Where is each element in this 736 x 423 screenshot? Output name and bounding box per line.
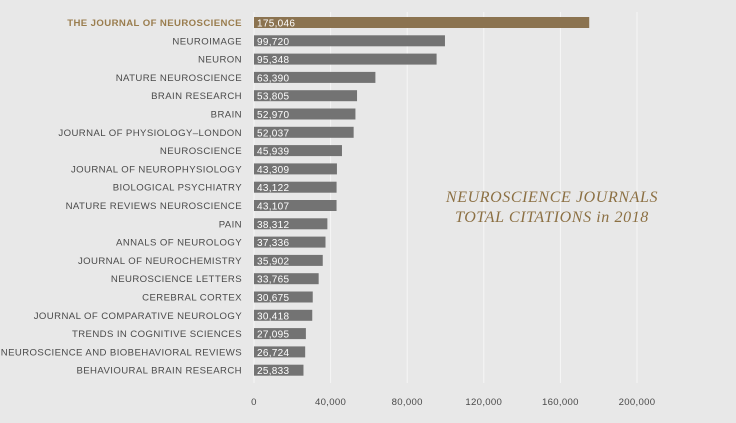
bar [254,17,590,28]
category-label: JOURNAL OF COMPARATIVE NEUROLOGY [34,311,242,322]
bar-value-label: 38,312 [257,220,290,231]
x-axis-tick-labels: 0 40,000 80,000 120,000 160,000 200,000 [251,397,655,408]
x-tick-label: 80,000 [392,397,423,408]
category-label: NEUROSCIENCE [160,146,242,157]
category-label: CEREBRAL CORTEX [142,293,242,304]
bar [254,328,306,340]
bar-value-label: 52,970 [257,110,290,121]
bar-value-label: 43,122 [257,183,290,194]
category-label: NEUROSCIENCE LETTERS [111,274,242,285]
category-label: BRAIN RESEARCH [151,91,242,102]
category-label: BRAIN [211,110,242,121]
bar [254,35,445,47]
bar [254,309,313,321]
bar-value-label: 30,675 [257,293,290,304]
chart-title-line-1: NEUROSCIENCE JOURNALS [445,189,658,206]
bar [254,291,313,303]
bar [254,346,306,358]
bar-value-label: 37,336 [257,238,290,249]
x-tick-label: 120,000 [465,397,502,408]
bar-value-label: 45,939 [257,147,290,158]
category-label: JOURNAL OF NEUROPHYSIOLOGY [71,164,242,175]
bar-value-label: 30,418 [257,311,290,322]
category-label: JOURNAL OF NEUROCHEMISTRY [78,256,242,267]
x-tick-label: 200,000 [619,397,656,408]
category-labels: THE JOURNAL OF NEUROSCIENCE NEUROIMAGE NEU… [1,18,242,377]
category-label: BIOLOGICAL PSYCHIATRY [113,183,242,194]
bar [254,218,328,230]
x-tick-label: 160,000 [542,397,579,408]
bar-value-label: 43,309 [257,165,290,176]
bar-value-label: 35,902 [257,256,290,267]
category-label: JOURNAL OF PHYSIOLOGY–LONDON [58,128,242,139]
bar [254,145,342,157]
bars [254,17,590,376]
category-label: NEUROSCIENCE AND BIOBEHAVIORAL REVIEWS [1,347,242,358]
bar-value-label: 26,724 [257,348,290,359]
category-label: NATURE REVIEWS NEUROSCIENCE [66,201,242,212]
category-label: NEURON [198,55,242,66]
bar [254,53,437,65]
x-tick-label: 0 [251,397,257,408]
bar-value-label: 27,095 [257,330,290,341]
category-label: ANNALS OF NEUROLOGY [116,238,242,249]
bar [254,254,323,266]
x-tick-label: 40,000 [315,397,346,408]
bar-value-label: 99,720 [257,37,290,48]
bar-value-label: 63,390 [257,73,290,84]
bar [254,108,356,120]
bar-value-label: 53,805 [257,92,290,103]
bar [254,181,337,193]
bar [254,200,337,211]
bar-value-label: 95,348 [257,55,290,66]
category-label: PAIN [219,219,242,230]
category-label: THE JOURNAL OF NEUROSCIENCE [67,18,242,29]
bar-value-label: 43,107 [257,202,290,213]
bar [254,364,304,376]
bar [254,90,358,102]
bar-value-label: 25,833 [257,366,290,377]
bar [254,126,354,138]
category-label: NATURE NEUROSCIENCE [116,73,242,84]
bar-value-label: 175,046 [257,19,295,30]
bar-value-label: 33,765 [257,275,290,286]
bar [254,273,319,285]
category-label: BEHAVIOURAL BRAIN RESEARCH [76,366,242,377]
bar [254,163,337,175]
category-label: TRENDS IN COGNITIVE SCIENCES [72,329,242,340]
bar [254,71,376,83]
value-labels: 175,046 99,720 95,348 63,390 53,805 52,970 52,… [257,19,295,378]
chart-title-line-2: TOTAL CITATIONS in 2018 [455,209,649,226]
bar [254,236,326,248]
bar-value-label: 52,037 [257,128,290,139]
category-label: NEUROIMAGE [172,36,242,47]
